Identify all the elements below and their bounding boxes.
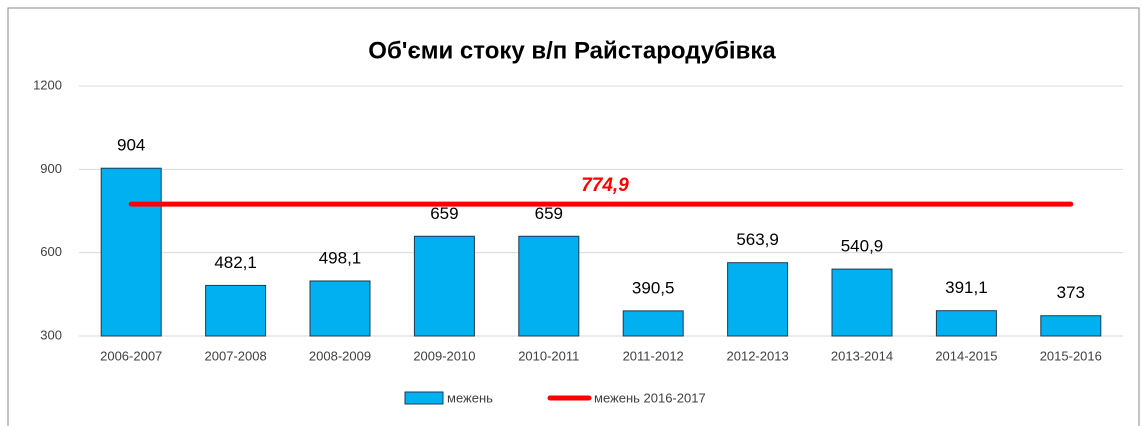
legend-label: межень 2016-2017 — [594, 390, 706, 405]
y-tick-label: 1200 — [33, 77, 62, 92]
bar — [831, 268, 893, 337]
data-label: 391,1 — [945, 278, 988, 297]
x-tick-label: 2010-2011 — [518, 348, 579, 363]
bar — [309, 280, 371, 337]
bar — [727, 262, 789, 337]
bar — [413, 235, 475, 337]
data-label: 659 — [535, 204, 563, 223]
x-tick-label: 2009-2010 — [413, 348, 475, 363]
legend-label: межень — [447, 390, 493, 405]
reference-label: 774,9 — [581, 175, 629, 196]
data-label: 904 — [117, 136, 145, 155]
x-tick-label: 2015-2016 — [1040, 348, 1102, 363]
x-tick-label: 2011-2012 — [623, 348, 684, 363]
x-tick-label: 2006-2007 — [100, 348, 162, 363]
data-label: 373 — [1057, 283, 1085, 302]
data-label: 540,9 — [841, 237, 884, 256]
x-tick-label: 2007-2008 — [205, 348, 267, 363]
y-tick-label: 900 — [40, 161, 62, 176]
bar — [622, 310, 684, 337]
y-tick-label: 300 — [40, 327, 62, 342]
data-label: 659 — [430, 204, 458, 223]
bar — [1040, 315, 1102, 337]
data-label: 482,1 — [214, 253, 257, 272]
bar — [100, 167, 162, 337]
legend-swatch — [404, 391, 444, 405]
bar — [205, 284, 267, 337]
chart-frame — [7, 7, 1140, 426]
data-label: 498,1 — [319, 248, 362, 267]
chart-title: Об'єми стоку в/п Райстародубівка — [368, 37, 776, 64]
x-tick-label: 2013-2014 — [831, 348, 893, 363]
data-label: 390,5 — [632, 278, 675, 297]
bar — [935, 310, 997, 337]
x-tick-label: 2012-2013 — [727, 348, 789, 363]
bar — [518, 235, 580, 337]
y-tick-label: 600 — [40, 244, 62, 259]
x-tick-label: 2014-2015 — [935, 348, 997, 363]
data-label: 563,9 — [736, 230, 779, 249]
x-tick-label: 2008-2009 — [309, 348, 371, 363]
